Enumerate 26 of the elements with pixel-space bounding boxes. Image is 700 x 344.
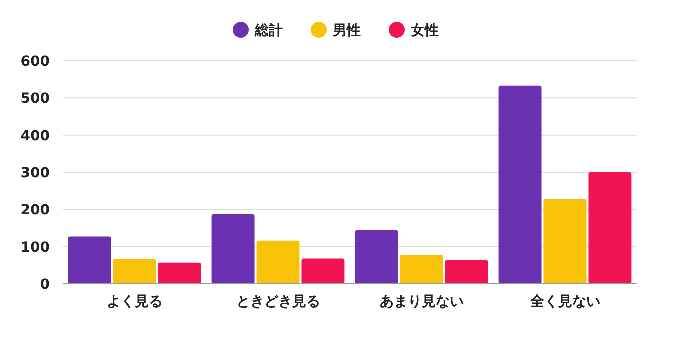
x-tick-label: よく見る <box>106 294 163 310</box>
y-tick-label: 200 <box>20 202 50 219</box>
legend-label: 女性 <box>410 23 439 39</box>
bar <box>498 86 542 284</box>
x-tick-label: 全く見ない <box>529 294 600 310</box>
y-tick-label: 500 <box>20 91 50 108</box>
bar <box>400 255 444 284</box>
x-tick-label: あまり見ない <box>380 294 464 310</box>
bar <box>113 259 156 284</box>
y-tick-label: 100 <box>20 240 50 256</box>
bar <box>256 240 300 284</box>
bar <box>445 260 488 284</box>
bar <box>68 236 112 284</box>
y-tick-label: 0 <box>40 277 50 293</box>
y-tick-label: 400 <box>20 128 50 144</box>
bar <box>212 214 255 284</box>
legend-label: 男性 <box>332 23 361 39</box>
bar <box>544 199 587 284</box>
legend-label: 総計 <box>254 23 283 39</box>
bar <box>355 230 398 284</box>
bar <box>302 258 345 284</box>
bar <box>158 262 202 284</box>
x-tick-label: ときどき見る <box>236 294 320 310</box>
y-tick-label: 600 <box>20 54 50 70</box>
y-tick-label: 300 <box>20 166 50 182</box>
bar <box>588 172 632 284</box>
